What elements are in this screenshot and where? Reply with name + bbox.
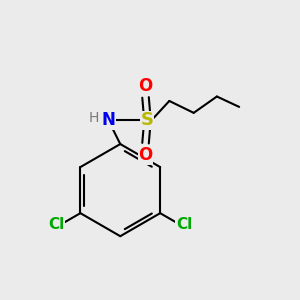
Text: N: N xyxy=(101,111,115,129)
Text: O: O xyxy=(138,146,153,164)
Text: S: S xyxy=(140,111,154,129)
Text: H: H xyxy=(89,111,99,125)
Text: Cl: Cl xyxy=(176,217,192,232)
Text: O: O xyxy=(138,76,153,94)
Text: Cl: Cl xyxy=(49,217,65,232)
